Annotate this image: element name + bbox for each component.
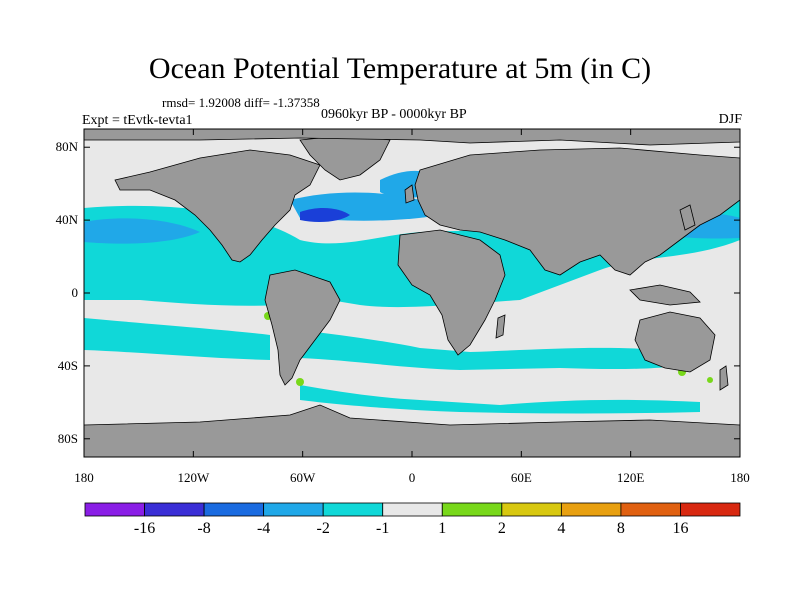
antarctic-cool-band	[300, 385, 700, 414]
lon-tick-label: 0	[408, 470, 416, 485]
colorbar-level-label: 1	[438, 520, 447, 537]
antarctica	[84, 404, 740, 457]
colorbar-swatch	[322, 502, 384, 517]
colorbar-swatch	[441, 502, 503, 517]
argentina-warm-spot	[296, 378, 304, 386]
colorbar	[84, 502, 741, 517]
lon-tick-label: 180	[74, 470, 94, 485]
colorbar-swatch	[620, 502, 681, 517]
maritime-continent	[629, 284, 701, 306]
stats-label: rmsd= 1.92008 diff= -1.37358	[162, 95, 320, 110]
lon-tick-label: 120E	[616, 470, 645, 485]
japan	[679, 204, 696, 231]
south-america	[264, 269, 341, 386]
colorbar-swatch	[680, 502, 741, 517]
colorbar-swatch	[203, 502, 265, 517]
lon-tick-label: 180	[730, 470, 750, 485]
lat-tick-label: 80S	[57, 430, 78, 446]
british-isles	[404, 184, 415, 204]
colorbar-swatch	[501, 502, 562, 517]
colorbar-swatch	[382, 502, 443, 517]
eurasia	[414, 147, 740, 276]
lat-tick-label: 80N	[55, 139, 78, 155]
season-label: DJF	[718, 112, 742, 127]
experiment-label: Expt = tEvtk-tevta1	[82, 113, 193, 128]
north-pacific-cool-core-west	[84, 218, 200, 244]
gulf-stream-strong-cool	[300, 208, 350, 223]
colorbar-level-label: -1	[376, 520, 390, 537]
lat-tick-label: 0	[71, 285, 79, 300]
colorbar-level-label: 4	[557, 520, 566, 537]
africa	[397, 229, 506, 356]
southern-ocean-cool-band	[300, 330, 700, 370]
new-zealand	[719, 365, 729, 391]
lat-tick-label: 40N	[55, 212, 78, 228]
colorbar-swatch	[560, 502, 622, 517]
new-zealand-warm-spot	[707, 377, 713, 383]
colorbar-level-label: -16	[133, 520, 156, 537]
colorbar-level-label: 2	[497, 520, 506, 537]
latitude-ticks	[84, 146, 740, 440]
lon-tick-label: 60W	[290, 470, 316, 485]
colorbar-swatch	[144, 502, 205, 517]
colorbar-swatch	[84, 502, 145, 517]
colorbar-level-label: 8	[616, 520, 625, 537]
period-label: 0960kyr BP - 0000kyr BP	[321, 107, 467, 122]
madagascar	[495, 314, 506, 339]
map-plot-area	[84, 129, 740, 457]
lon-tick-label: 120W	[177, 470, 210, 485]
lon-tick-label: 60E	[510, 470, 532, 485]
land-masses	[84, 129, 740, 457]
colorbar-level-label: -8	[197, 520, 211, 537]
map-title: Ocean Potential Temperature at 5m (in C)	[148, 52, 652, 85]
longitude-ticks	[83, 129, 741, 457]
north-america	[114, 149, 321, 263]
lat-tick-label: 40S	[57, 357, 78, 373]
colorbar-level-label: 16	[672, 520, 689, 537]
arctic-land	[84, 129, 740, 146]
australia	[634, 311, 716, 373]
colorbar-swatch	[263, 502, 324, 517]
south-pacific-cool-band	[84, 318, 270, 360]
colorbar-level-label: -2	[316, 520, 330, 537]
colorbar-level-label: -4	[256, 520, 271, 537]
